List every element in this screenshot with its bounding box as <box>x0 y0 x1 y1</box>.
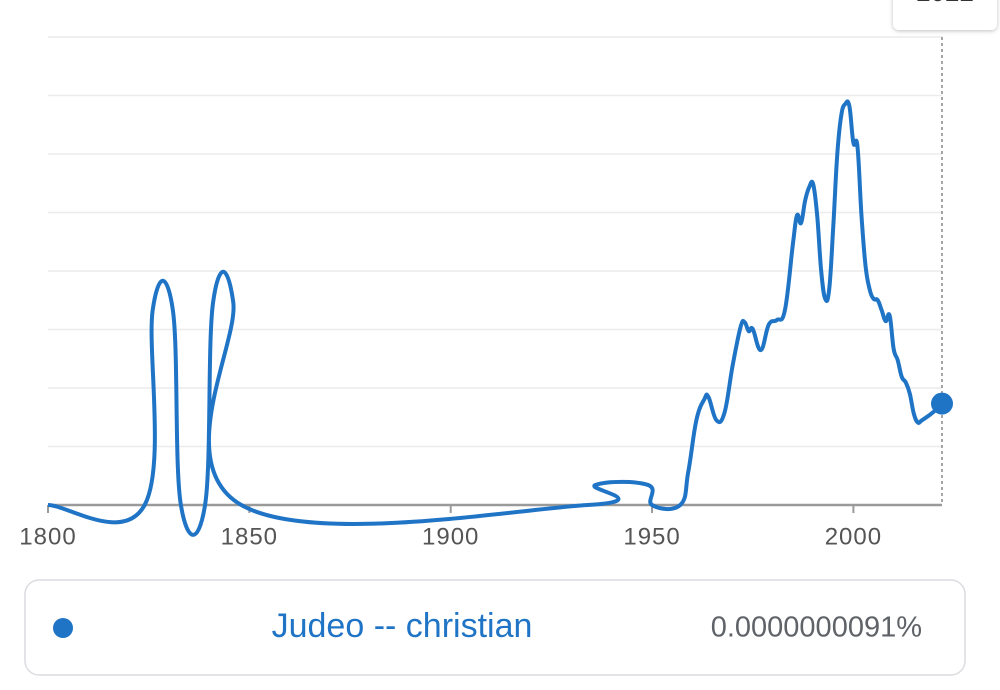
grid: 1800 1850 1900 1950 2000 <box>19 36 943 550</box>
legend-box <box>24 579 966 676</box>
x-tick-label: 1800 <box>19 523 76 550</box>
plot <box>47 99 953 537</box>
tooltip-box <box>893 0 997 30</box>
legend-value: 0.0000000091% <box>711 612 922 644</box>
series-line <box>47 99 944 537</box>
x-tick-label: 2000 <box>825 523 882 550</box>
tooltip-year: 2022 <box>916 0 974 7</box>
legend-label[interactable]: Judeo -- christian <box>272 607 533 645</box>
hover-point <box>931 392 953 415</box>
x-tick-label: 1950 <box>623 523 680 550</box>
x-tick-label: 1850 <box>221 523 278 550</box>
x-tick-label: 1900 <box>422 523 479 550</box>
legend-marker <box>53 618 73 638</box>
